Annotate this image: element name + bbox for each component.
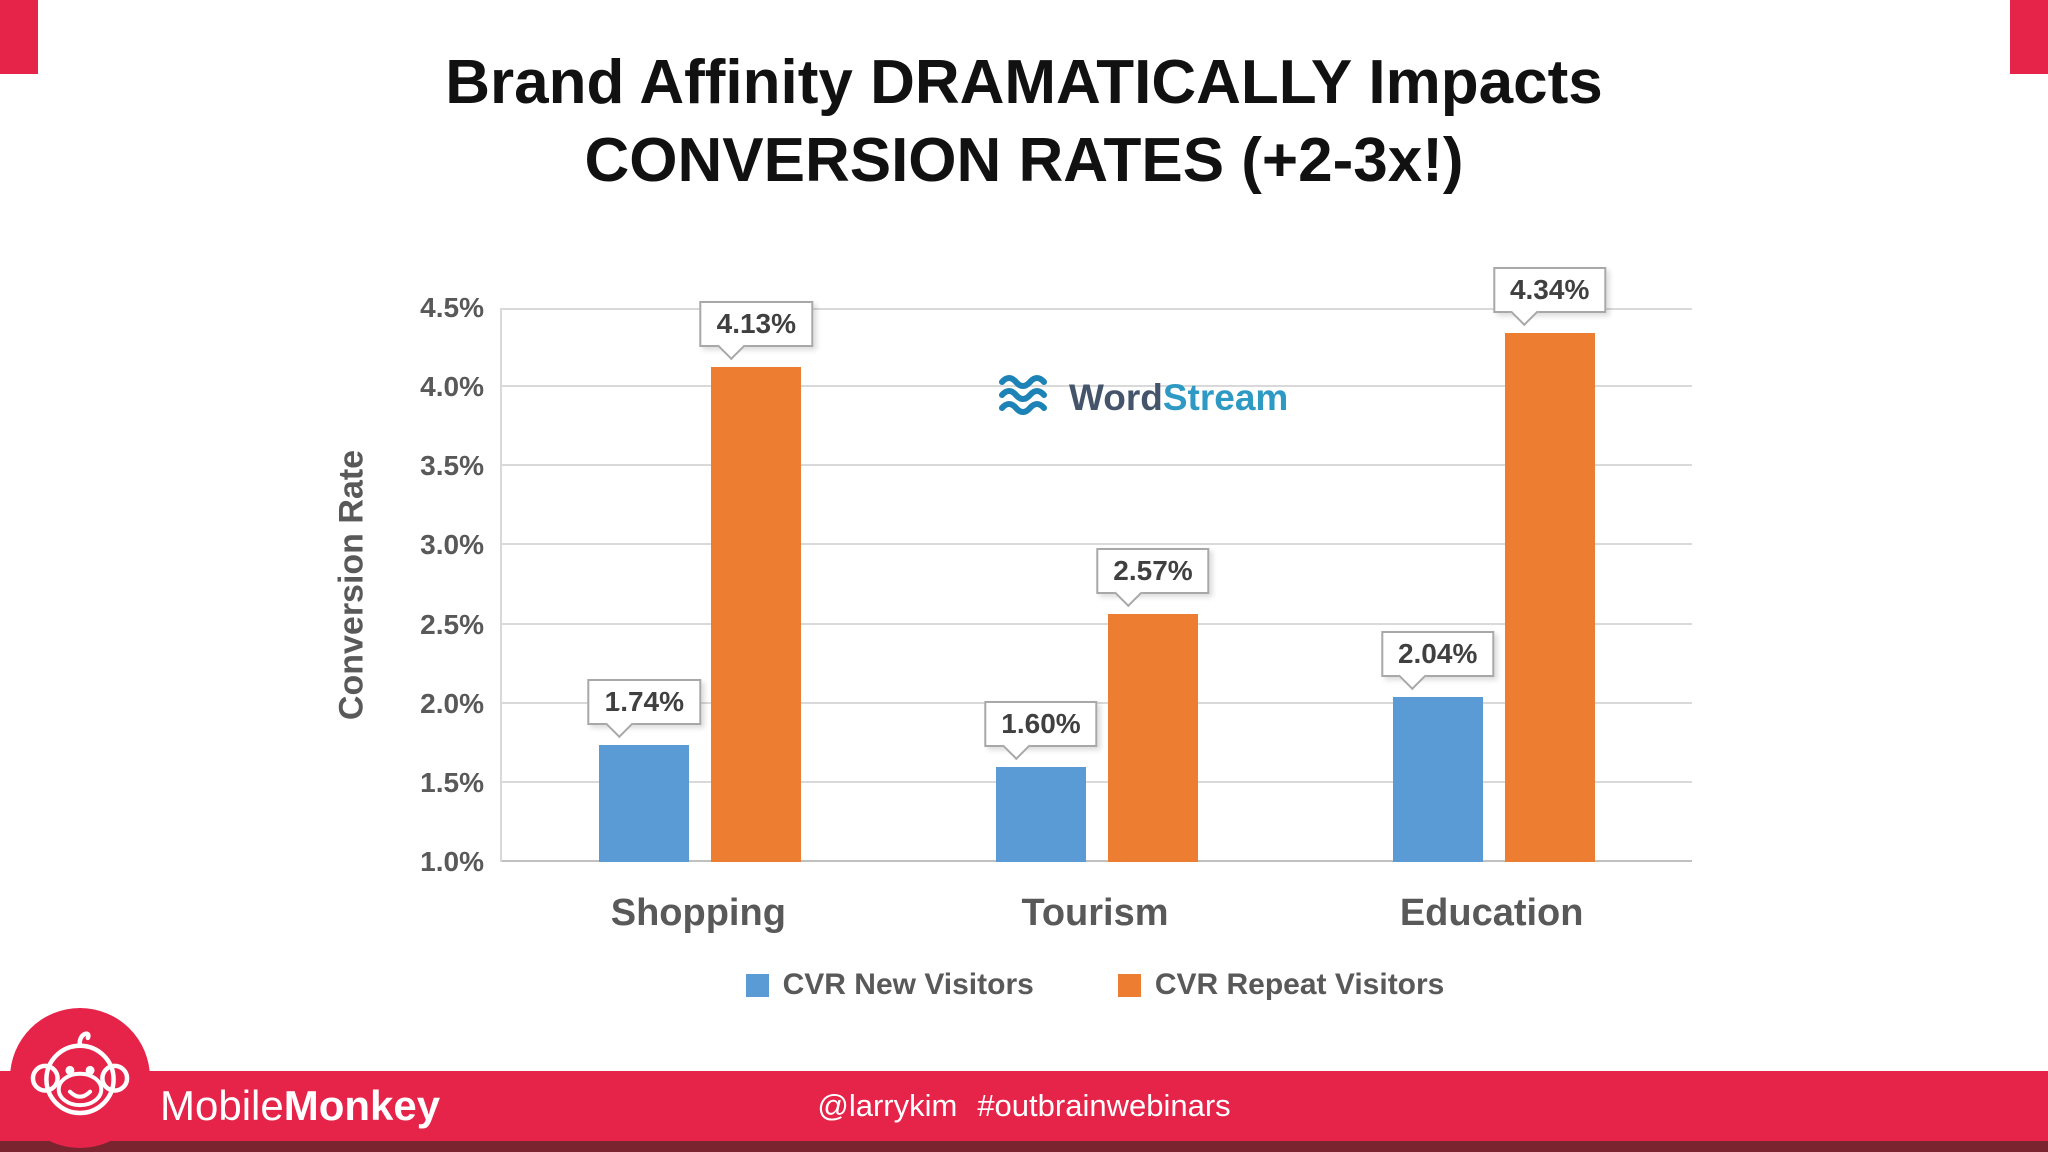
y-axis-title: Conversion Rate [332, 449, 371, 721]
gridline [502, 622, 1692, 625]
gridline [502, 385, 1692, 388]
y-tick-label: 1.0% [420, 846, 484, 877]
wordstream-word: Word [1069, 376, 1163, 418]
red-corner-tab-right [2010, 0, 2048, 74]
wordstream-wordmark: WordStream [1069, 377, 1288, 419]
category-labels: Shopping Tourism Education [500, 892, 1690, 942]
legend-swatch [1117, 973, 1141, 997]
footer-hashtag: #outbrainwebinars [977, 1088, 1231, 1123]
legend-label: CVR New Visitors [782, 968, 1034, 1001]
gridline [502, 780, 1692, 783]
legend-swatch [745, 973, 769, 997]
category-label-shopping: Shopping [610, 892, 786, 934]
data-label-callout: 4.13% [699, 300, 814, 347]
bar-shopping-cvr-new-visitors [599, 744, 690, 862]
bottom-strip [0, 1141, 2048, 1152]
bar-tourism-cvr-repeat-visitors [1108, 613, 1198, 862]
wordstream-watermark: WordStream [997, 372, 1288, 423]
red-corner-tab-left [0, 0, 38, 74]
brand-monkey: Monkey [283, 1082, 441, 1129]
data-label-callout: 1.74% [587, 678, 702, 725]
footer-handle: @larrykim [817, 1088, 958, 1123]
wordstream-stream: Stream [1162, 376, 1289, 418]
y-tick-label: 3.0% [420, 529, 484, 561]
category-label-education: Education [1399, 892, 1584, 934]
bar-education-cvr-new-visitors [1392, 697, 1483, 862]
wordstream-waves-icon [997, 372, 1055, 423]
legend-label: CVR Repeat Visitors [1154, 968, 1445, 1001]
monkey-icon [24, 1020, 136, 1137]
y-tick-label: 4.5% [420, 292, 484, 323]
y-axis-ticks: 1.0% 1.5% 2.0% 2.5% 3.0% 3.5% 4.0% 4.5% [388, 292, 484, 877]
mobilemonkey-logo [10, 1008, 150, 1148]
category-label-tourism: Tourism [1021, 892, 1169, 934]
plot-area: 1.74% 4.13% 1.60% 2.57% 2.04% 4.34% [500, 267, 1692, 862]
y-tick-label: 1.5% [420, 766, 484, 798]
y-tick-label: 2.5% [420, 608, 484, 640]
slide-title-line1: Brand Affinity DRAMATICALLY Impacts [445, 48, 1603, 117]
y-tick-label: 2.0% [420, 687, 484, 719]
data-label-callout: 1.60% [984, 701, 1098, 748]
slide-title: Brand Affinity DRAMATICALLY Impacts CONV… [0, 44, 2048, 200]
y-tick-label: 3.5% [420, 450, 484, 482]
footer-band [0, 1071, 2048, 1141]
legend-item: CVR New Visitors [745, 968, 1034, 1002]
data-label-callout: 2.04% [1380, 631, 1495, 678]
bar-tourism-cvr-new-visitors [996, 767, 1086, 862]
bar-education-cvr-repeat-visitors [1504, 333, 1595, 862]
slide-title-line2: CONVERSION RATES (+2-3x!) [584, 126, 1464, 195]
gridline [502, 464, 1692, 467]
gridline [502, 860, 1692, 862]
mobilemonkey-wordmark: MobileMonkey [160, 1083, 440, 1129]
legend-item: CVR Repeat Visitors [1117, 968, 1445, 1002]
gridline [502, 308, 1692, 310]
data-label-callout: 2.57% [1096, 547, 1210, 594]
legend: CVR New Visitors CVR Repeat Visitors [500, 968, 1690, 1002]
y-tick-label: 4.0% [420, 371, 484, 403]
bar-shopping-cvr-repeat-visitors [711, 366, 802, 862]
brand-mobile: Mobile [160, 1082, 284, 1129]
footer-handles: @larrykim #outbrainwebinars [0, 1088, 2048, 1124]
data-label-callout: 4.34% [1492, 267, 1607, 314]
gridline [502, 543, 1692, 546]
